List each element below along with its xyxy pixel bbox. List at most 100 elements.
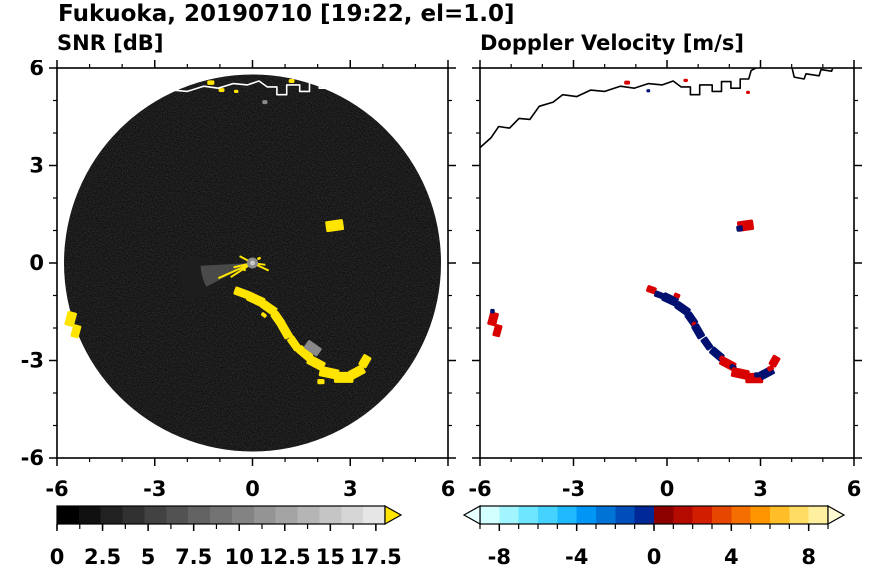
panel-title-snr: SNR [dB] <box>57 31 164 55</box>
radar-scan-area <box>64 74 441 452</box>
radar-site-dot-core <box>250 260 255 266</box>
colorbar-segment <box>808 506 829 524</box>
echo-blob <box>303 340 322 357</box>
x-tick-label: -6 <box>45 477 68 501</box>
coastline-path <box>791 68 834 80</box>
colorbar-tick-label: 0 <box>647 545 662 569</box>
colorbar-segment <box>615 506 636 524</box>
colorbar-tick-label: 5 <box>141 545 156 569</box>
echo-blob <box>261 312 267 318</box>
x-tick-label: 0 <box>245 477 260 501</box>
colorbar-segment <box>770 506 791 524</box>
colorbar-segment <box>100 506 124 524</box>
echo-blob <box>257 256 261 261</box>
x-tick-label: 6 <box>847 477 862 501</box>
echo-blob <box>746 90 750 94</box>
colorbar-segment <box>122 506 146 524</box>
doppler-colorbar: -8 -4 0 4 8 <box>462 504 846 569</box>
colorbar-segment <box>654 506 675 524</box>
echo-layer <box>64 79 372 385</box>
colorbar-segment <box>634 506 655 524</box>
echo-blob <box>288 79 295 83</box>
colorbar-segment <box>297 506 321 524</box>
echo-blob <box>246 291 266 308</box>
snr-colorbar: 0 2.5 5 7.5 10 12.5 15 17.5 <box>50 504 403 569</box>
figure-title: Fukuoka, 20190710 [19:22, el=1.0] <box>58 1 515 27</box>
colorbar-tick-label: 12.5 <box>259 545 311 569</box>
echo-blob <box>296 345 314 362</box>
colorbar-segment <box>480 506 501 524</box>
echo-blob <box>492 323 503 338</box>
echo-blob <box>325 219 345 233</box>
colorbar-segment <box>576 506 597 524</box>
colorbar-segment <box>557 506 578 524</box>
x-tick-label: 6 <box>441 477 456 501</box>
colorbar-segment <box>692 506 713 524</box>
colorbar-segment <box>253 506 277 524</box>
colorbar-segment <box>750 506 771 524</box>
colorbar-tick-label: 17.5 <box>350 545 402 569</box>
colorbar-segment <box>144 506 168 524</box>
colorbar-arrow-left <box>462 504 481 526</box>
x-tick-label: -6 <box>468 477 491 501</box>
colorbar-segment <box>363 506 386 524</box>
echo-blob <box>347 364 366 380</box>
figure-canvas: -6 -3 0 3 6 -6 -3 0 3 6 0 2.5 5 7.5 10 12.5 15 17.5 -6 -3 0 3… <box>21 60 862 569</box>
echo-blob <box>270 310 286 327</box>
echo-blob <box>70 324 82 339</box>
x-tick-label: 3 <box>343 477 358 501</box>
echo-blob <box>490 308 495 314</box>
echo-blob <box>691 323 706 340</box>
panel-title-doppler: Doppler Velocity [m/s] <box>480 31 744 55</box>
colorbar-segment <box>57 506 80 524</box>
echo-blob <box>233 286 251 300</box>
x-tick-label: -3 <box>562 477 585 501</box>
echo-blob <box>333 371 354 383</box>
echo-blob <box>673 292 681 299</box>
x-tick-label: 0 <box>660 477 675 501</box>
echo-blob <box>233 89 239 94</box>
y-tick-label: 0 <box>29 251 44 275</box>
y-tick-label: -6 <box>21 446 44 470</box>
colorbar-tick-label: -8 <box>488 545 511 569</box>
y-tick-label: 3 <box>29 154 44 178</box>
echo-blob <box>646 89 651 93</box>
colorbar-tick-label: -4 <box>565 545 588 569</box>
plot-frame <box>479 67 855 459</box>
colorbar-segment <box>712 506 733 524</box>
colorbar-tick-label: 7.5 <box>175 545 212 569</box>
colorbar-tick-label: 10 <box>225 545 254 569</box>
echo-blob <box>487 311 499 327</box>
colorbar-tick-label: 0 <box>50 545 65 569</box>
echo-blob <box>287 335 302 352</box>
echo-blob <box>262 100 268 105</box>
radar-center-artifacts <box>177 255 270 304</box>
echo-blob <box>207 80 215 85</box>
coastline-path <box>57 68 348 149</box>
echo-blob <box>242 267 246 272</box>
colorbar-segment <box>78 506 102 524</box>
colorbar-tick-label: 2.5 <box>84 545 121 569</box>
colorbar-segment <box>275 506 299 524</box>
colorbar-segment <box>596 506 617 524</box>
echo-blob <box>674 301 691 316</box>
colorbar-segment <box>673 506 694 524</box>
axis-ticks <box>472 60 862 466</box>
echo-blob <box>624 80 631 85</box>
colorbar-segment <box>731 506 752 524</box>
y-tick-label: -3 <box>21 349 44 373</box>
echo-blob <box>260 300 278 316</box>
echo-blob <box>64 310 77 327</box>
colorbar-segment <box>789 506 810 524</box>
colorbar-tick-label: 4 <box>724 545 739 569</box>
colorbar-tick-label: 15 <box>316 545 345 569</box>
coastline <box>480 68 834 149</box>
echo-blob <box>661 292 679 307</box>
colorbar-segment <box>538 506 559 524</box>
echo-layer <box>487 78 781 384</box>
colorbar-segment <box>231 506 255 524</box>
colorbar-segment <box>518 506 539 524</box>
panel-snr: -6 -3 0 3 6 -6 -3 0 3 6 0 2.5 5 7.5 10 12.5 15 17.5 <box>21 60 456 569</box>
axis-ticks <box>49 60 456 466</box>
